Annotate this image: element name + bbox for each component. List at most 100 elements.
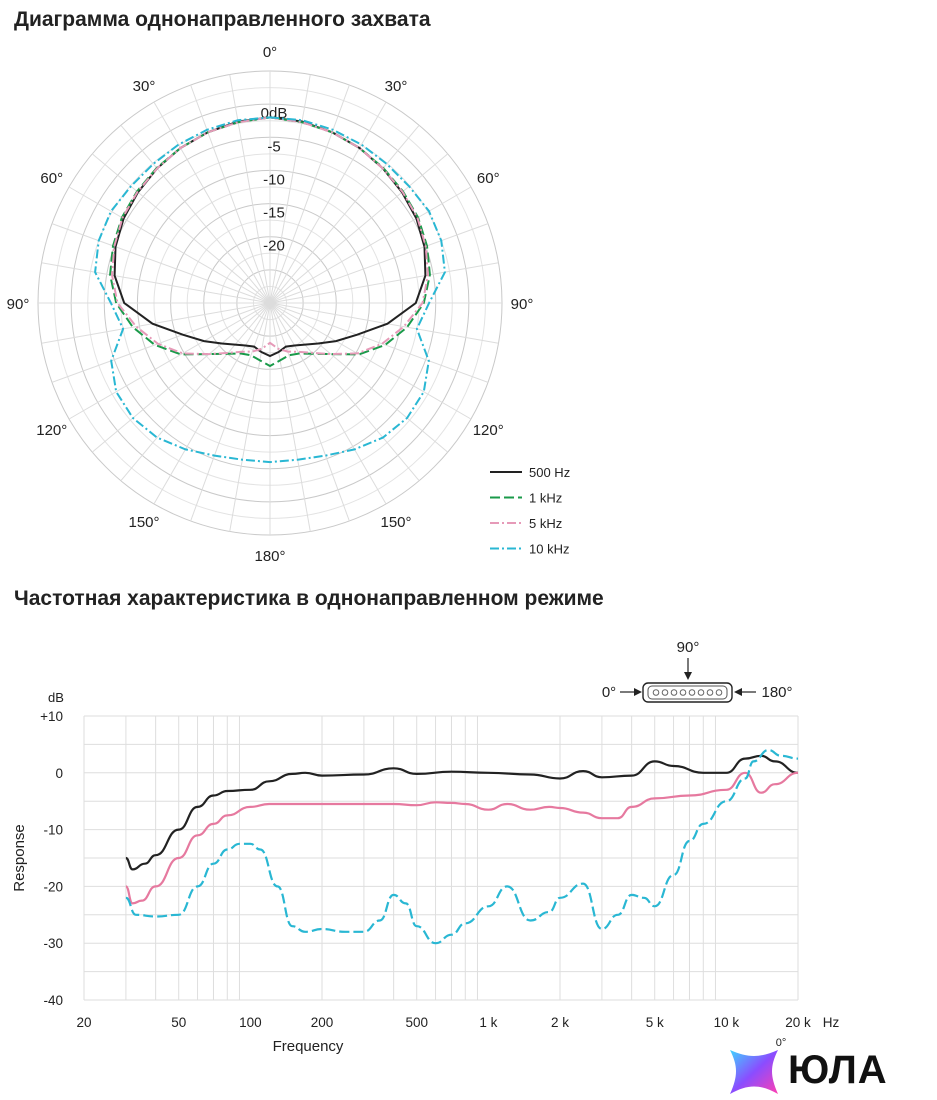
- y-tick-label: -20: [43, 879, 63, 894]
- orientation-diagram: 90° 0° 180° 0°: [602, 639, 793, 1049]
- polar-spoke: [269, 302, 311, 532]
- polar-series-10-khz: [94, 116, 446, 464]
- diagram-mic-capsule: [697, 689, 705, 696]
- legend-label: 10 kHz: [529, 542, 569, 557]
- polar-spoke: [68, 186, 271, 304]
- polar-spoke: [51, 302, 271, 383]
- x-tick-label: 50: [171, 1015, 186, 1030]
- polar-spoke: [269, 101, 387, 304]
- polar-pattern-chart: 0° 30° 30° 60° 60° 90° 90° 120° 120° 150° 150° 180°…: [7, 44, 571, 565]
- polar-angle-label: 90°: [7, 296, 30, 313]
- freq-series-90deg: [125, 771, 799, 905]
- diagram-mic-capsule: [715, 689, 723, 696]
- x-unit-label: Hz: [823, 1015, 840, 1030]
- polar-chart-title: Диаграмма однонаправленного захвата: [14, 8, 431, 31]
- diagram-mic-capsule: [688, 689, 696, 696]
- polar-angle-labels: 0° 30° 30° 60° 60° 90° 90° 120° 120° 150° 150° 180°: [7, 44, 534, 565]
- x-tick-label: 20: [76, 1015, 91, 1030]
- y-axis-label: Response: [11, 824, 28, 892]
- polar-series-5-khz: [110, 116, 430, 356]
- polar-angle-label: 30°: [133, 78, 156, 95]
- diagram-mic-capsule: [706, 689, 714, 696]
- y-tick-label: -10: [43, 823, 63, 838]
- polar-spoke: [269, 223, 489, 304]
- yula-logo: ЮЛА: [722, 1042, 934, 1100]
- polar-angle-label: 120°: [36, 422, 67, 439]
- legend-label: 500 Hz: [529, 465, 570, 480]
- diagram-mic-capsule: [661, 689, 669, 696]
- polar-spoke: [269, 153, 449, 304]
- x-axis-label: Frequency: [273, 1038, 344, 1055]
- legend-label: 5 kHz: [529, 516, 562, 531]
- diagram-mic-capsule: [670, 689, 678, 696]
- yula-logo-icon: [730, 1050, 778, 1094]
- polar-spoke: [229, 302, 271, 532]
- polar-ring-label: -5: [267, 138, 280, 155]
- polar-spoke: [269, 302, 387, 505]
- diagram-mic-capsule: [652, 689, 660, 696]
- y-tick-label: -40: [43, 993, 63, 1008]
- polar-spoke: [41, 302, 271, 344]
- polar-angle-label: 180°: [254, 548, 285, 565]
- polar-spoke: [153, 302, 271, 505]
- polar-spoke: [190, 84, 271, 304]
- polar-ring-label: -10: [263, 171, 285, 188]
- polar-spoke: [269, 302, 420, 482]
- x-tick-label: 20 k: [785, 1015, 811, 1030]
- yula-logo-text: ЮЛА: [788, 1048, 888, 1092]
- polar-grid: [37, 70, 503, 536]
- y-tick-label: 0: [55, 766, 63, 781]
- polar-angle-label: 120°: [473, 422, 504, 439]
- polar-spoke: [269, 302, 472, 420]
- polar-angle-label: 30°: [385, 78, 408, 95]
- frequency-chart-title: Частотная характеристика в однонаправлен…: [14, 587, 604, 610]
- polar-angle-label: 60°: [40, 170, 63, 187]
- cropped-fragment-label: 0°: [776, 1037, 787, 1049]
- polar-spoke: [269, 302, 449, 453]
- polar-spoke: [91, 153, 271, 304]
- y-tick-label: +10: [40, 709, 63, 724]
- polar-spoke: [269, 124, 420, 304]
- polar-spoke: [229, 74, 271, 304]
- frequency-grid: [83, 715, 799, 1001]
- x-tick-label: 500: [405, 1015, 428, 1030]
- polar-ring-label: -20: [263, 238, 285, 255]
- diagram-mic-capsule: [679, 689, 687, 696]
- freq-series-0deg: [125, 754, 799, 871]
- x-tick-label: 100: [239, 1015, 262, 1030]
- polar-spoke: [269, 186, 472, 304]
- diagram-arrowhead-right: [734, 688, 742, 696]
- diagram-arrowhead-top: [684, 672, 692, 680]
- polar-angle-label: 150°: [380, 514, 411, 531]
- frequency-series: [125, 748, 799, 945]
- y-unit-label: dB: [48, 690, 64, 705]
- polar-spoke: [269, 84, 350, 304]
- polar-spoke: [269, 74, 311, 304]
- polar-series: [94, 116, 446, 464]
- polar-spoke: [269, 302, 499, 344]
- diagram-label-top: 90°: [677, 639, 700, 656]
- diagram-label-left: 0°: [602, 684, 616, 701]
- x-tick-label: 200: [311, 1015, 334, 1030]
- polar-spoke: [91, 302, 271, 453]
- x-tick-label: 2 k: [551, 1015, 569, 1030]
- legend-label: 1 kHz: [529, 491, 562, 506]
- x-tick-label: 10 k: [714, 1015, 740, 1030]
- polar-spoke: [190, 302, 271, 522]
- y-tick-label: -30: [43, 936, 63, 951]
- diagram-mic-inner: [647, 685, 728, 700]
- polar-angle-label: 150°: [128, 514, 159, 531]
- polar-ring-label: -15: [263, 205, 285, 222]
- polar-angle-label: 0°: [263, 44, 277, 61]
- polar-spoke: [51, 223, 271, 304]
- polar-spoke: [120, 302, 271, 482]
- x-tick-label: 5 k: [646, 1015, 664, 1030]
- diagram-mic-body: [642, 682, 733, 703]
- polar-angle-label: 90°: [511, 296, 534, 313]
- polar-spoke: [269, 262, 499, 304]
- polar-legend: 500 Hz 1 kHz 5 kHz 10 kHz: [490, 465, 570, 557]
- polar-spoke: [153, 101, 271, 304]
- polar-spoke: [68, 302, 271, 420]
- polar-spoke: [120, 124, 271, 304]
